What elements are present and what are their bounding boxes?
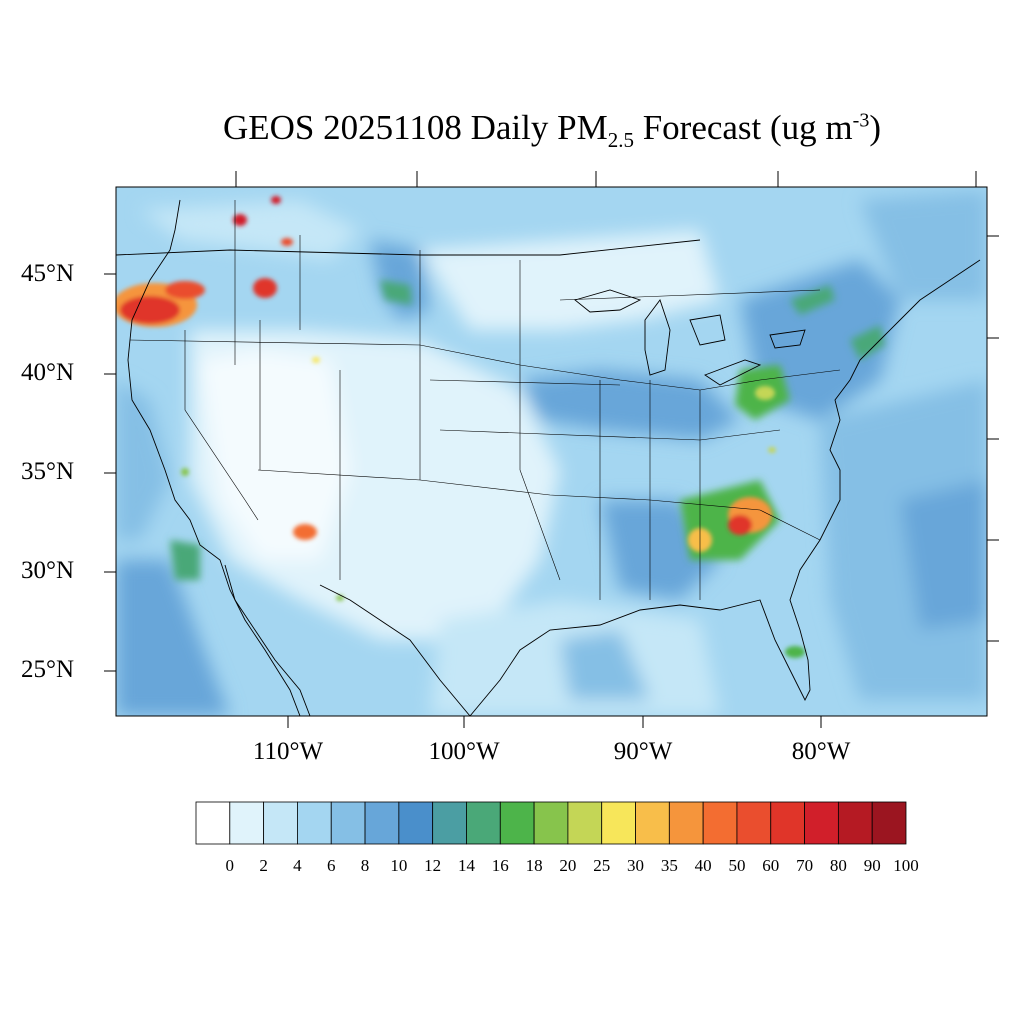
coastlines <box>127 199 981 716</box>
colorbar-tick-label: 16 <box>491 856 509 875</box>
colorbar-tick-label: 10 <box>390 856 408 875</box>
colorbar-swatch <box>871 801 907 845</box>
great-lakes <box>574 289 806 386</box>
colorbar-tick-label: 100 <box>893 856 919 875</box>
lon-label-80w: 80°W <box>791 738 851 765</box>
colorbar-tick-label: 2 <box>259 856 268 875</box>
lat-label-40: 40°N <box>21 359 75 386</box>
concentration-field <box>116 187 987 716</box>
colorbar-swatch <box>499 801 535 845</box>
colorbar-swatch <box>432 801 467 845</box>
map-title: GEOS 20251108 Daily PM2.5 Forecast (ug m… <box>223 108 881 152</box>
state-borders <box>129 200 841 600</box>
colorbar-tick-label: 80 <box>829 856 847 875</box>
colorbar-swatch <box>601 801 636 845</box>
colorbar-tick-label: 40 <box>694 856 712 875</box>
colorbar-tick-label: 4 <box>293 856 302 875</box>
colorbar-swatch <box>398 801 434 845</box>
colorbar-swatch <box>297 801 332 845</box>
colorbar-tick-label: 90 <box>863 856 881 875</box>
colorbar-swatch <box>635 801 670 845</box>
colorbar-tick-label: 70 <box>796 856 814 875</box>
colorbar-swatch <box>770 801 805 845</box>
colorbar-swatch <box>229 801 265 845</box>
colorbar-swatch <box>263 801 298 845</box>
colorbar-tick-label: 30 <box>627 856 645 875</box>
axis-ticks <box>104 171 999 728</box>
colorbar-tick-label: 12 <box>424 856 442 875</box>
colorbar-swatch <box>466 801 501 845</box>
colorbar-tick-label: 35 <box>660 856 678 875</box>
colorbar-swatch <box>364 801 400 845</box>
colorbar-swatch <box>702 801 738 845</box>
map-frame <box>115 186 988 717</box>
colorbar-swatch <box>837 801 873 845</box>
colorbar <box>195 801 907 845</box>
lat-label-45: 45°N <box>21 260 75 287</box>
colorbar-tick-label: 14 <box>457 856 475 875</box>
colorbar-swatch <box>195 801 231 845</box>
colorbar-tick-label: 8 <box>360 856 370 875</box>
colorbar-swatch <box>330 801 366 845</box>
lat-label-35: 35°N <box>21 458 75 485</box>
colorbar-tick-label: 60 <box>762 856 780 875</box>
colorbar-tick-label: 50 <box>728 856 746 875</box>
colorbar-tick-label: 18 <box>525 856 543 875</box>
lat-label-25: 25°N <box>21 656 75 683</box>
colorbar-tick-label: 25 <box>593 856 611 875</box>
colorbar-tick-label: 20 <box>559 856 577 875</box>
lat-label-30: 30°N <box>21 557 75 584</box>
colorbar-swatch <box>567 801 603 845</box>
colorbar-tick-label: 0 <box>225 856 235 875</box>
colorbar-tick-label: 6 <box>326 856 336 875</box>
lon-label-110w: 110°W <box>252 738 324 765</box>
colorbar-swatch <box>804 801 839 845</box>
lon-label-90w: 90°W <box>613 738 673 765</box>
colorbar-swatch <box>668 801 704 845</box>
lon-label-100w: 100°W <box>428 738 500 765</box>
canada-border <box>116 239 701 256</box>
colorbar-swatch <box>533 801 569 845</box>
colorbar-swatch <box>736 801 772 845</box>
